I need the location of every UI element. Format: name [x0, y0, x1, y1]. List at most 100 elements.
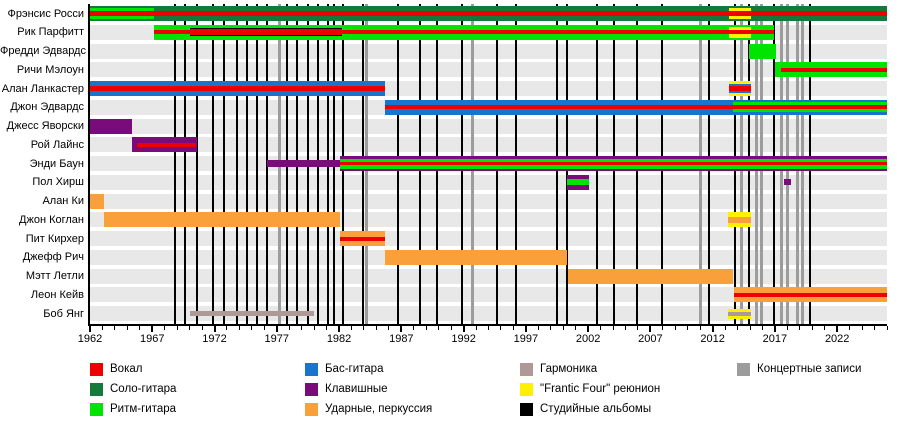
axis-minor-tick — [164, 326, 166, 330]
axis-minor-tick — [737, 326, 739, 330]
timeline-bar-segment — [728, 6, 752, 21]
axis-minor-tick — [326, 326, 328, 330]
role-stripe-harmonica — [189, 311, 315, 317]
axis-tick-label: 1962 — [77, 333, 103, 345]
studio-album-line — [223, 4, 226, 324]
role-stripe-frantic_four — [728, 34, 752, 38]
axis-minor-tick — [176, 326, 178, 330]
row-band — [90, 43, 887, 59]
axis-minor-tick — [301, 326, 303, 330]
axis-minor-tick — [886, 326, 888, 330]
axis-minor-tick — [126, 326, 128, 330]
axis-major-tick — [524, 326, 527, 332]
x-axis-line — [88, 324, 887, 326]
timeline-bar-segment — [189, 25, 342, 40]
role-stripe-vocals — [733, 292, 887, 298]
member-label: Мэтт Летли — [25, 270, 84, 283]
legend-label: Ударные, перкуссия — [325, 403, 433, 415]
role-stripe-rhythm_guitar — [566, 179, 590, 186]
timeline-bar-segment — [189, 306, 315, 321]
member-label: Энди Баун — [29, 157, 84, 170]
legend-swatch-bass — [305, 363, 318, 376]
member-label: Фрэнсис Росси — [7, 7, 84, 20]
timeline-bar-segment — [728, 25, 752, 40]
axis-minor-tick — [786, 326, 788, 330]
member-label: Пит Кирхер — [25, 232, 84, 245]
legend-swatch-rhythm_guitar — [90, 403, 103, 416]
legend-swatch-drums — [305, 403, 318, 416]
row-band — [90, 306, 887, 322]
axis-minor-tick — [849, 326, 851, 330]
axis-minor-tick — [475, 326, 477, 330]
axis-tick-label: 1977 — [264, 333, 290, 345]
axis-minor-tick — [662, 326, 664, 330]
axis-major-tick — [151, 326, 154, 332]
axis-minor-tick — [226, 326, 228, 330]
legend-label: Бас-гитара — [325, 363, 384, 375]
role-stripe-drums — [90, 193, 104, 209]
axis-minor-tick — [313, 326, 315, 330]
timeline-bar-segment — [748, 43, 777, 59]
y-axis-line — [88, 4, 90, 326]
axis-minor-tick — [488, 326, 489, 330]
axis-minor-tick — [637, 326, 639, 330]
timeline-bar-segment — [340, 156, 887, 172]
axis-minor-tick — [375, 326, 377, 330]
role-stripe-vocals — [781, 67, 887, 72]
axis-major-tick — [89, 326, 91, 332]
member-label: Леон Кейв — [30, 288, 84, 301]
timeline-bar-segment — [781, 62, 887, 77]
axis-major-tick — [587, 326, 590, 332]
role-stripe-vocals — [385, 105, 887, 110]
axis-minor-tick — [824, 326, 826, 330]
timeline-bar-segment — [137, 137, 196, 152]
member-label: Пол Хирш — [32, 176, 84, 189]
axis-tick-label: 1997 — [513, 333, 539, 345]
studio-album-line — [212, 4, 215, 324]
role-stripe-vocals — [90, 86, 386, 91]
role-stripe-rhythm_guitar — [748, 43, 777, 59]
timeline-bar-segment — [90, 6, 154, 21]
axis-major-tick — [649, 326, 652, 332]
axis-minor-tick — [550, 326, 552, 330]
role-stripe-keyboards — [266, 160, 341, 167]
row-band — [90, 118, 887, 134]
axis-minor-tick — [114, 326, 116, 330]
role-stripe-rhythm_guitar — [340, 165, 887, 169]
axis-minor-tick — [238, 326, 240, 330]
role-stripe-vocals — [728, 86, 752, 91]
axis-minor-tick — [263, 326, 265, 330]
role-stripe-frantic_four — [728, 93, 752, 97]
axis-tick-label: 1987 — [389, 333, 414, 345]
axis-tick-label: 2007 — [638, 333, 663, 345]
studio-album-line — [196, 4, 199, 324]
legend-swatch-frantic_four — [520, 383, 533, 396]
row-band — [90, 193, 887, 209]
role-stripe-frantic_four — [728, 15, 752, 20]
member-label: Рик Парфитт — [17, 26, 84, 39]
row-band — [90, 137, 887, 153]
axis-minor-tick — [811, 326, 813, 330]
axis-minor-tick — [861, 326, 863, 330]
studio-album-line — [235, 4, 238, 324]
axis-minor-tick — [612, 326, 614, 330]
timeline-bar-segment — [728, 81, 752, 97]
axis-tick-label: 2002 — [575, 333, 601, 345]
legend-label: Соло-гитара — [110, 383, 177, 395]
axis-minor-tick — [388, 326, 390, 330]
timeline-bar-segment — [340, 231, 386, 247]
role-stripe-harmonica — [727, 312, 752, 316]
role-stripe-rhythm_guitar — [90, 7, 154, 11]
member-label: Ричи Мэлоун — [16, 63, 84, 76]
role-stripe-frantic_four — [728, 26, 752, 31]
axis-major-tick — [213, 326, 216, 332]
axis-tick-label: 1967 — [140, 333, 165, 345]
axis-tick-label: 2017 — [762, 333, 788, 345]
role-stripe-vocals — [90, 11, 887, 16]
axis-minor-tick — [761, 326, 763, 330]
timeline-bar-segment — [103, 212, 341, 228]
axis-major-tick — [836, 326, 839, 332]
timeline-bar-segment — [266, 156, 341, 171]
